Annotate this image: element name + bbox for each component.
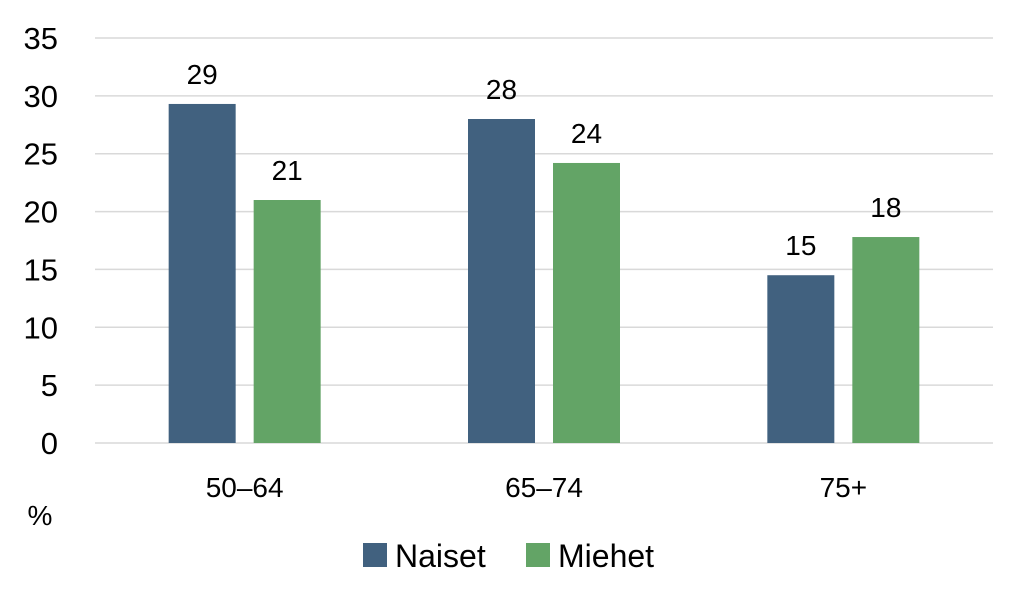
bar-miehet-1 — [553, 162, 620, 443]
bars — [168, 103, 920, 443]
bar-naiset-1 — [468, 119, 535, 443]
x-category-label: 75+ — [820, 472, 868, 503]
data-label: 28 — [486, 74, 517, 105]
y-tick-label: 35 — [24, 21, 58, 56]
y-tick-label: 5 — [41, 368, 58, 403]
y-tick-label: 0 — [41, 426, 58, 461]
bar-miehet-0 — [253, 200, 321, 443]
y-tick-label: 25 — [24, 137, 58, 172]
data-label: 21 — [272, 155, 303, 186]
y-tick-label: 15 — [24, 252, 58, 287]
bar-miehet-2 — [852, 237, 920, 443]
legend-label: Naiset — [395, 538, 486, 574]
x-axis: 50–64 65–74 75+ — [206, 472, 867, 503]
legend: Naiset Miehet — [363, 538, 654, 574]
data-label: 15 — [785, 230, 816, 261]
data-label: 29 — [187, 59, 218, 90]
data-labels: 29 21 28 24 15 18 — [187, 59, 902, 261]
y-unit-label: % — [28, 500, 53, 531]
bar-naiset-2 — [767, 275, 835, 443]
data-label: 18 — [870, 192, 901, 223]
y-tick-label: 10 — [24, 310, 58, 345]
legend-swatch-naiset — [363, 543, 387, 567]
gridlines — [95, 37, 993, 444]
data-label: 24 — [571, 118, 602, 149]
y-tick-label: 30 — [24, 79, 58, 114]
bar-naiset-0 — [168, 103, 236, 443]
y-axis: 0 5 10 15 20 25 30 35 — [24, 21, 58, 461]
legend-label: Miehet — [558, 538, 654, 574]
x-category-label: 65–74 — [505, 472, 583, 503]
y-tick-label: 20 — [24, 195, 58, 230]
x-category-label: 50–64 — [206, 472, 284, 503]
legend-swatch-miehet — [526, 543, 550, 567]
